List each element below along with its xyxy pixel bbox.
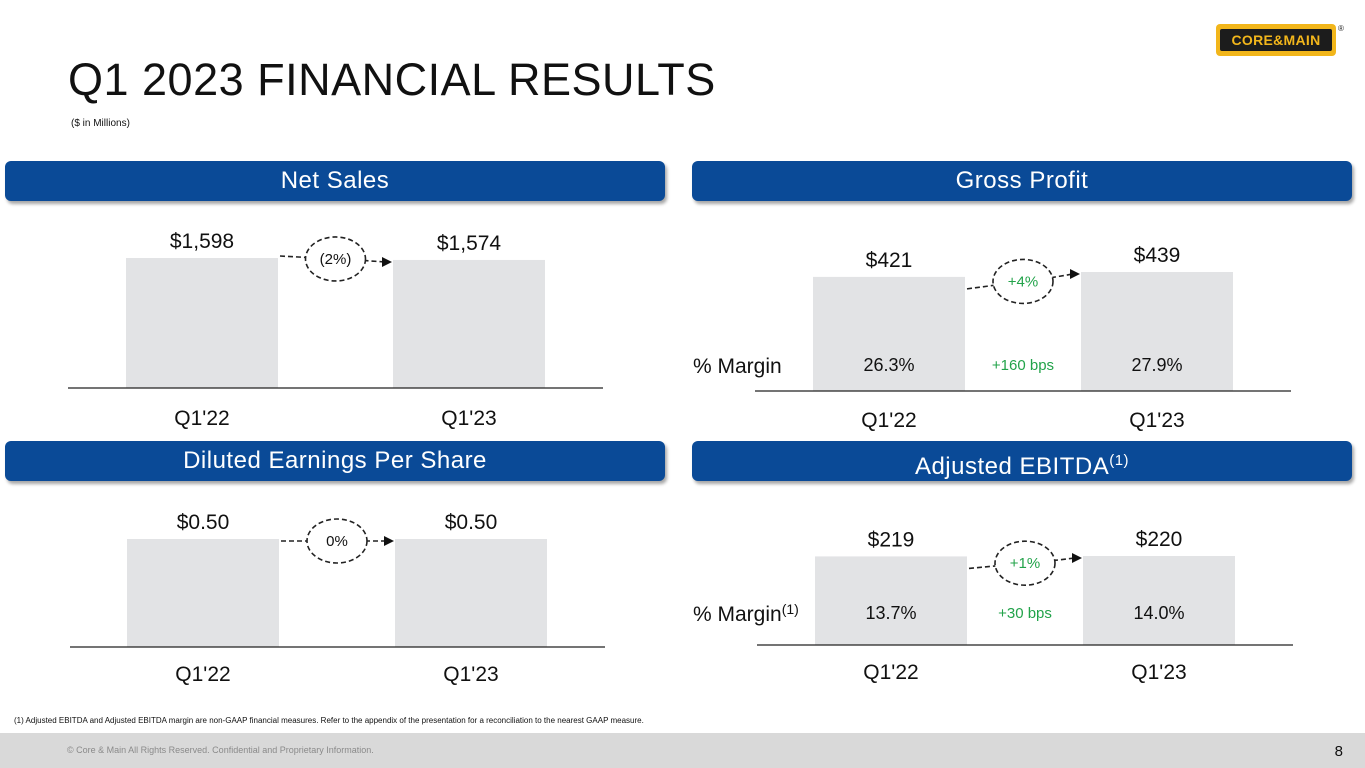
- ebitda-header-label: Adjusted EBITDA: [914, 453, 1110, 480]
- eps-chart: $0.50 Q1'22 $0.50 Q1'23 0%: [70, 511, 605, 686]
- change-bubble-ebitda: [994, 540, 1056, 587]
- ebitda-chart: $219 Q1'22 13.7% $220 Q1'23 14.0% +1% % Margin(…: [693, 528, 1293, 684]
- copyright-text: © Core & Main All Rights Reserved. Confi…: [67, 745, 374, 755]
- change-arrow-head-line-gross_profit: [1050, 273, 1074, 279]
- margin-value-gross_profit-1: 27.9%: [1131, 355, 1182, 375]
- change-arrow-tail-ebitda: [968, 565, 998, 570]
- change-arrow-tail-gross_profit: [966, 284, 996, 290]
- value-label-ebitda-0: $219: [868, 528, 915, 551]
- change-label-eps: 0%: [326, 533, 348, 550]
- eps-header: Diluted Earnings Per Share: [5, 441, 665, 481]
- units-subtitle: ($ in Millions): [71, 118, 130, 129]
- registered-mark: ®: [1338, 24, 1344, 33]
- bar-net_sales-0: [126, 258, 278, 388]
- ebitda-header-footnote: (1): [1109, 452, 1130, 469]
- net-sales-header: Net Sales: [5, 161, 665, 201]
- change-arrow-head-line-ebitda: [1052, 557, 1076, 562]
- arrow-head-icon-net_sales: [382, 256, 392, 267]
- page-number: 8: [1334, 743, 1343, 760]
- margin-change-gross_profit: +160 bps: [992, 357, 1054, 374]
- change-bubble-gross_profit: [992, 258, 1054, 305]
- tick-label-ebitda-0: Q1'22: [863, 661, 918, 684]
- margin-change-ebitda: +30 bps: [998, 605, 1052, 622]
- footer-bar: © Core & Main All Rights Reserved. Confi…: [0, 733, 1365, 768]
- net-sales-chart: $1,598 Q1'22 $1,574 Q1'23 (2%): [68, 230, 603, 430]
- bar-ebitda-0: [815, 556, 967, 645]
- change-label-ebitda: +1%: [1010, 555, 1040, 572]
- tick-label-eps-1: Q1'23: [443, 663, 498, 686]
- margin-label-footnote: (1): [782, 601, 799, 617]
- value-label-net_sales-1: $1,574: [437, 232, 502, 255]
- tick-label-gross_profit-1: Q1'23: [1129, 409, 1184, 432]
- margin-value-ebitda-1: 14.0%: [1133, 603, 1184, 623]
- value-label-gross_profit-1: $439: [1134, 244, 1181, 267]
- change-arrow-head-line-net_sales: [363, 259, 386, 263]
- margin-label-text: % Margin: [693, 355, 782, 378]
- change-label-net_sales: (2%): [320, 251, 352, 268]
- margin-value-ebitda-0: 13.7%: [865, 603, 916, 623]
- change-label-gross_profit: +4%: [1008, 273, 1038, 290]
- margin-label-text: % Margin: [693, 603, 782, 626]
- tick-label-gross_profit-0: Q1'22: [861, 409, 916, 432]
- logo-text: CORE&MAIN: [1220, 29, 1332, 51]
- tick-label-net_sales-1: Q1'23: [441, 407, 496, 430]
- footnote: (1) Adjusted EBITDA and Adjusted EBITDA …: [14, 716, 644, 725]
- change-arrow-tail-net_sales: [279, 255, 308, 259]
- bar-gross_profit-0: [813, 276, 965, 391]
- bar-gross_profit-1: [1081, 272, 1233, 391]
- value-label-ebitda-1: $220: [1136, 528, 1183, 551]
- company-logo: CORE&MAIN: [1216, 24, 1336, 56]
- value-label-net_sales-0: $1,598: [170, 230, 234, 253]
- tick-label-ebitda-1: Q1'23: [1131, 661, 1186, 684]
- arrow-head-icon-gross_profit: [1070, 269, 1080, 279]
- arrow-head-icon-eps: [384, 536, 394, 546]
- margin-value-gross_profit-0: 26.3%: [863, 355, 914, 375]
- bar-eps-0: [127, 539, 279, 647]
- arrow-head-icon-ebitda: [1072, 553, 1082, 563]
- bar-eps-1: [395, 539, 547, 647]
- margin-row-label-gross_profit: % Margin: [693, 355, 782, 378]
- bar-ebitda-1: [1083, 556, 1235, 645]
- tick-label-net_sales-0: Q1'22: [174, 407, 229, 430]
- gross-profit-chart: $421 Q1'22 26.3% $439 Q1'23 27.9% +4% % Margin +…: [693, 244, 1291, 432]
- change-bubble-eps: [306, 518, 368, 564]
- page-title: Q1 2023 FINANCIAL RESULTS: [68, 54, 716, 105]
- value-label-gross_profit-0: $421: [866, 249, 913, 272]
- value-label-eps-0: $0.50: [177, 511, 230, 534]
- ebitda-header: Adjusted EBITDA(1): [692, 441, 1352, 481]
- value-label-eps-1: $0.50: [445, 511, 498, 534]
- bar-net_sales-1: [393, 259, 545, 388]
- tick-label-eps-0: Q1'22: [175, 663, 230, 686]
- change-bubble-net_sales: [304, 236, 367, 282]
- margin-row-label-ebitda: % Margin(1): [693, 601, 799, 626]
- gross-profit-header: Gross Profit: [692, 161, 1352, 201]
